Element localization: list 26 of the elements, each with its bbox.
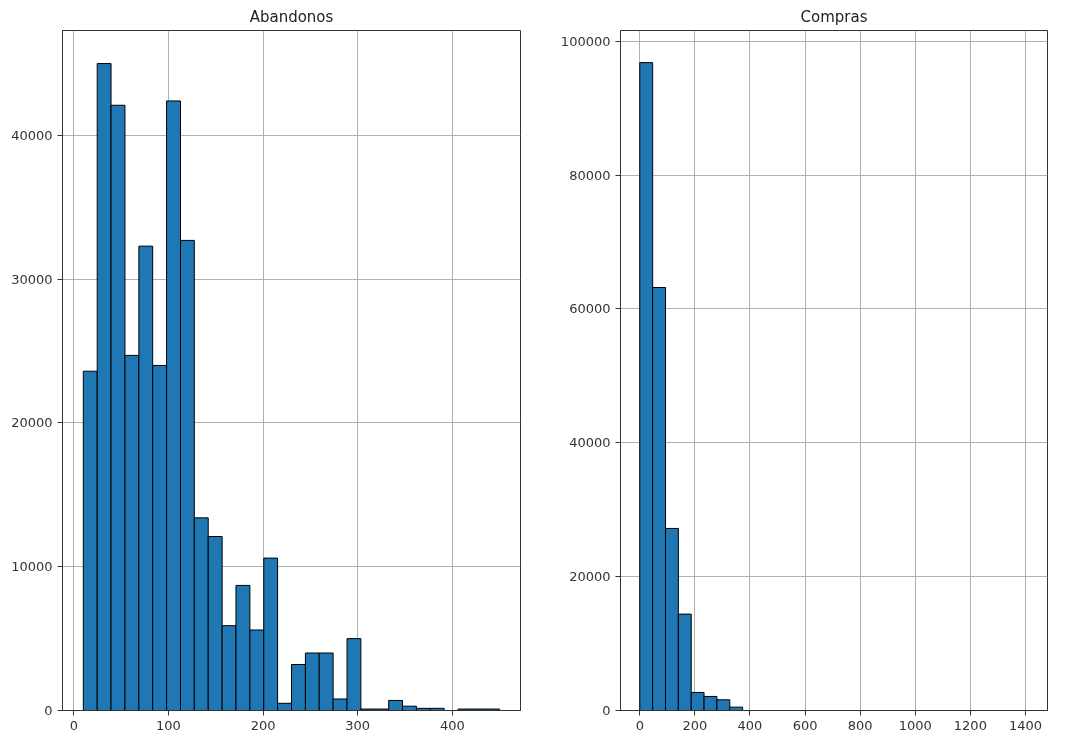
x-tick-label: 200 — [682, 717, 708, 733]
x-tick-label: 0 — [635, 717, 644, 733]
y-tick-label: 10000 — [11, 559, 53, 575]
x-tick-label: 400 — [737, 717, 763, 733]
y-tick-label: 0 — [44, 703, 53, 718]
x-tick-label: 1400 — [1008, 717, 1043, 733]
y-tick-label: 40000 — [11, 127, 53, 143]
y-tick-label: 0 — [602, 703, 611, 718]
y-tick-label: 100000 — [560, 33, 611, 49]
y-tick-label: 20000 — [11, 415, 53, 431]
y-tick-label: 40000 — [569, 435, 611, 451]
chart-title: Compras — [800, 7, 868, 26]
x-tick-label: 1200 — [953, 717, 987, 733]
y-tick-label: 20000 — [569, 569, 611, 585]
chart-title: Abandonos — [249, 7, 334, 26]
x-tick-label: 300 — [345, 717, 371, 733]
y-tick-label: 30000 — [11, 271, 53, 287]
x-tick-label: 1000 — [898, 717, 932, 733]
x-tick-label: 400 — [439, 717, 465, 733]
x-tick-label: 200 — [250, 717, 276, 733]
x-tick-label: 100 — [156, 717, 181, 733]
y-tick-label: 60000 — [569, 301, 611, 317]
y-tick-label: 80000 — [569, 167, 611, 183]
x-tick-label: 0 — [69, 717, 78, 733]
x-tick-label: 600 — [792, 717, 818, 733]
x-tick-label: 800 — [847, 717, 873, 733]
